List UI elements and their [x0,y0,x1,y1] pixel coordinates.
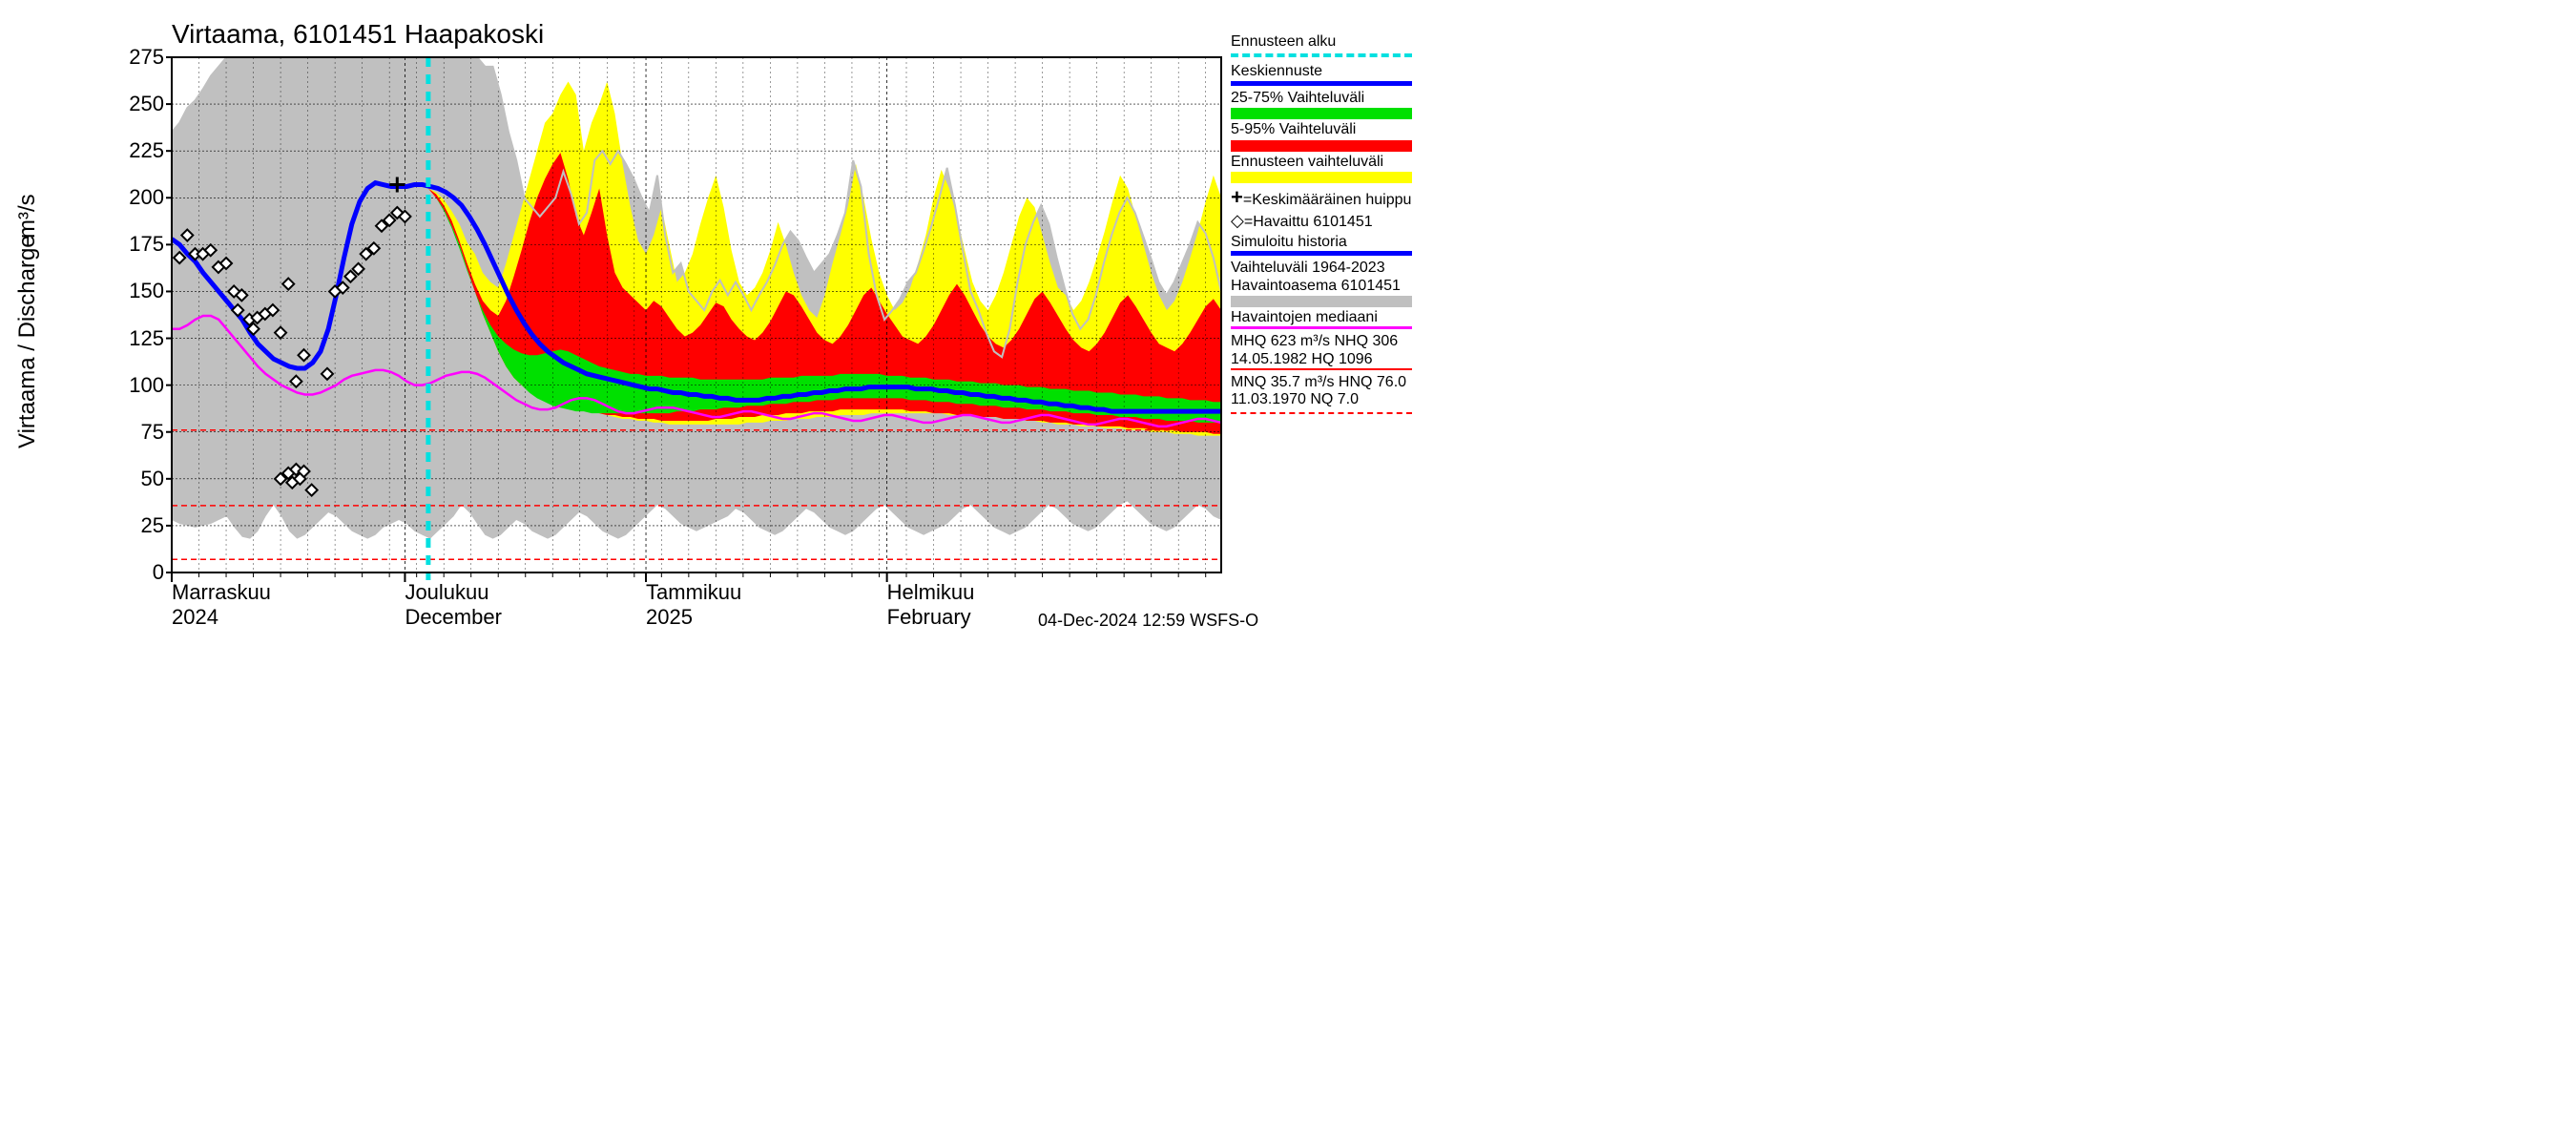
x-tick-label: Tammikuu 2025 [646,580,741,631]
legend-label: Ennusteen vaihteluväli [1231,154,1383,170]
legend-item: MHQ 623 m³/s NHQ 30614.05.1982 HQ 1096 [1231,333,1426,370]
legend-label: MNQ 35.7 m³/s HNQ 76.011.03.1970 NQ 7.0 [1231,374,1406,407]
plot-svg [172,57,1221,572]
y-axis-unit: m³/s [14,194,41,239]
legend-item: MNQ 35.7 m³/s HNQ 76.011.03.1970 NQ 7.0 [1231,374,1426,414]
x-tick-label: Helmikuu February [887,580,975,631]
y-tick-label: 250 [107,92,164,116]
legend-label: Ennusteen alku [1231,33,1336,50]
y-axis-label: Virtaama / Discharge [14,235,41,448]
y-tick-label: 200 [107,185,164,210]
legend-item: Havaintojen mediaani [1231,309,1426,329]
legend-item: Ennusteen vaihteluväli [1231,154,1426,183]
legend-label: Keskiennuste [1231,63,1322,79]
legend-label: MHQ 623 m³/s NHQ 30614.05.1982 HQ 1096 [1231,333,1398,366]
legend: Ennusteen alku Keskiennuste 25-75% Vaihtel… [1231,33,1426,420]
y-tick-label: 0 [107,560,164,585]
legend-item: +=Keskimääräinen huippu [1231,185,1426,209]
x-tick-label: Marraskuu 2024 [172,580,271,631]
legend-label: =Keskimääräinen huippu [1243,192,1412,208]
legend-label: Havaintojen mediaani [1231,309,1378,325]
y-tick-label: 150 [107,279,164,303]
legend-label: Vaihteluväli 1964-2023 Havaintoasema 610… [1231,260,1401,293]
legend-item: Ennusteen alku [1231,33,1426,57]
legend-item: ◇=Havaittu 6101451 [1231,211,1426,231]
legend-item: Simuloitu historia [1231,234,1426,256]
legend-label: Simuloitu historia [1231,234,1347,250]
x-tick-label: Joulukuu December [405,580,501,631]
legend-item: Keskiennuste [1231,63,1426,85]
plot-area [172,57,1221,572]
y-tick-label: 75 [107,420,164,445]
legend-label: =Havaittu 6101451 [1244,214,1373,230]
legend-item: 5-95% Vaihteluväli [1231,121,1426,151]
legend-item: 25-75% Vaihteluväli [1231,90,1426,119]
legend-label: 5-95% Vaihteluväli [1231,121,1356,137]
y-tick-label: 175 [107,232,164,257]
chart-title: Virtaama, 6101451 Haapakoski [172,19,544,50]
y-tick-label: 275 [107,45,164,70]
y-tick-label: 225 [107,138,164,163]
legend-label: 25-75% Vaihteluväli [1231,90,1364,106]
chart-container: Virtaama, 6101451 Haapakoski Virtaama / … [0,0,1431,668]
chart-footer: 04-Dec-2024 12:59 WSFS-O [1038,611,1258,631]
y-tick-label: 125 [107,326,164,351]
legend-item: Vaihteluväli 1964-2023 Havaintoasema 610… [1231,260,1426,307]
y-tick-label: 25 [107,513,164,538]
y-tick-label: 50 [107,467,164,491]
y-tick-label: 100 [107,373,164,398]
